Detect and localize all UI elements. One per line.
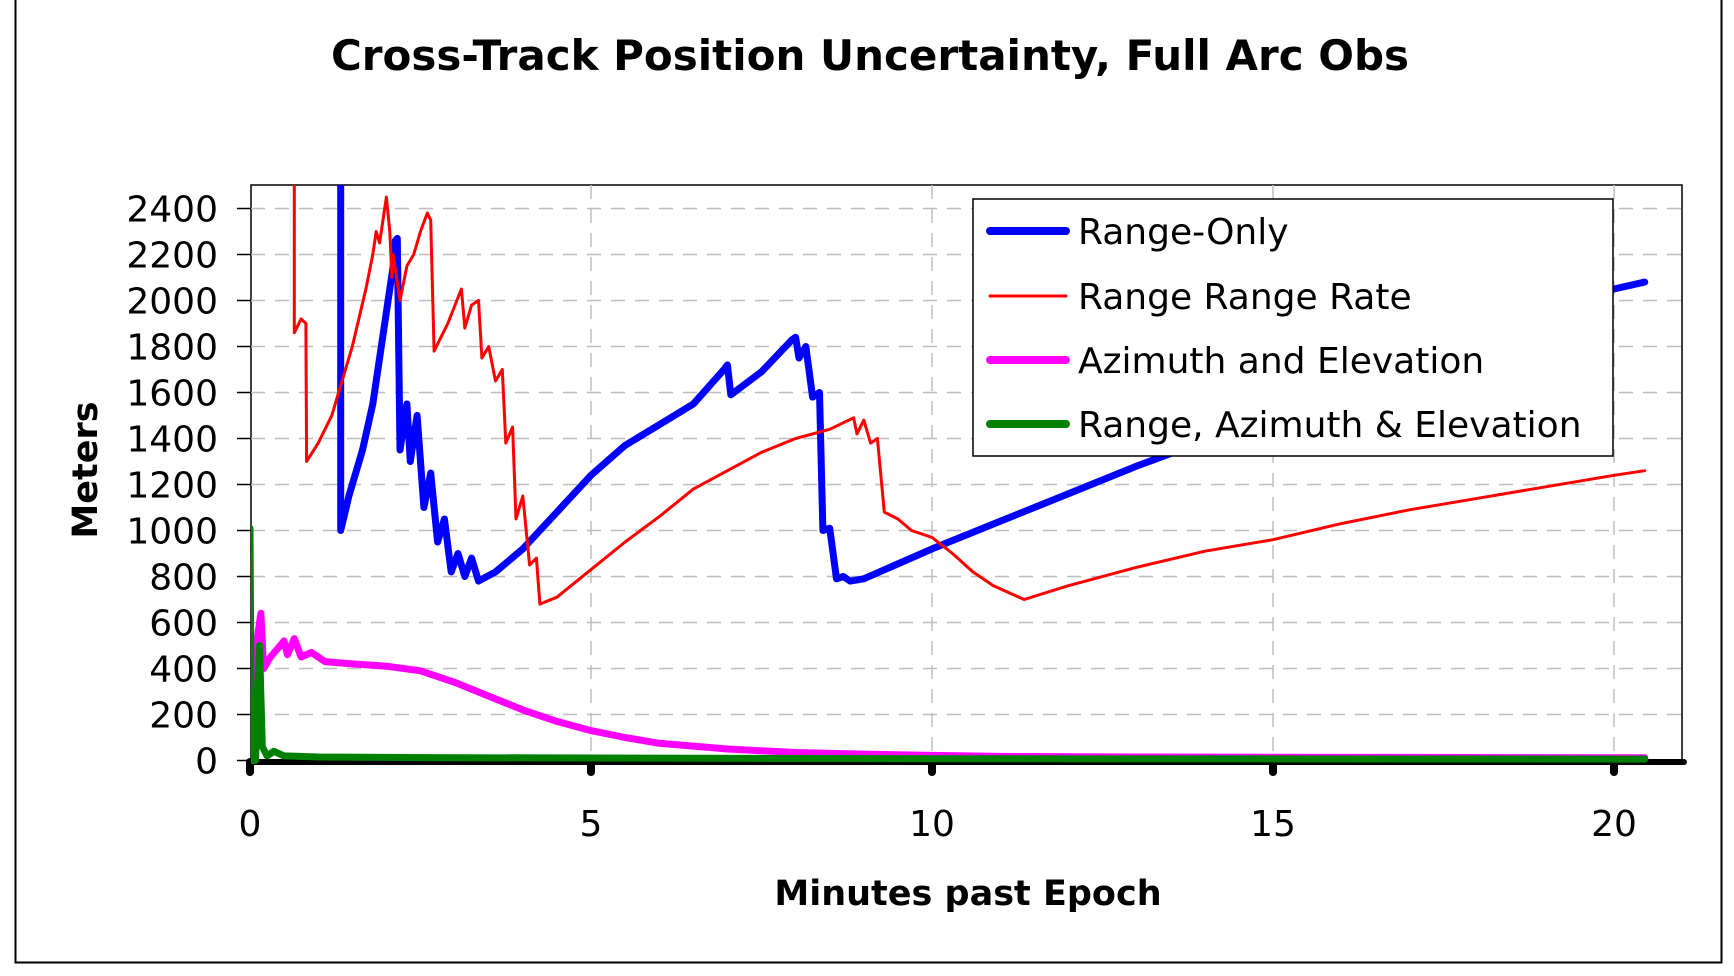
legend-label: Range-Only bbox=[1078, 212, 1289, 253]
y-tick-label: 1000 bbox=[126, 512, 218, 553]
y-axis: 0 200 400 600 800 1000 1200 1400 1600 1800 2000 220… bbox=[126, 190, 251, 783]
series-line-range-azimuth-elevation bbox=[251, 524, 1649, 764]
y-tick-label: 400 bbox=[149, 650, 218, 691]
y-tick-label: 800 bbox=[149, 558, 218, 599]
y-tick-label: 2200 bbox=[126, 236, 218, 277]
series-line-range-range-rate bbox=[292, 185, 1647, 606]
y-axis-title: Meters bbox=[66, 401, 106, 538]
x-axis: 0 5 10 15 20 bbox=[239, 758, 1687, 845]
y-tick-label: 1200 bbox=[126, 466, 218, 507]
y-tick-label: 0 bbox=[195, 742, 218, 783]
x-tick-label: 10 bbox=[909, 804, 955, 845]
legend-label: Range Range Rate bbox=[1078, 277, 1412, 318]
x-tick-label: 20 bbox=[1591, 804, 1637, 845]
legend-box bbox=[972, 198, 1614, 457]
x-tick-label: 0 bbox=[239, 804, 262, 845]
chart-frame bbox=[14, 0, 1723, 964]
x-axis-title: Minutes past Epoch bbox=[774, 874, 1161, 914]
y-tick-label: 1400 bbox=[126, 420, 218, 461]
y-tick-label: 600 bbox=[149, 604, 218, 645]
legend-label: Azimuth and Elevation bbox=[1078, 341, 1484, 382]
y-tick-label: 200 bbox=[149, 696, 218, 737]
chart-title: Cross-Track Position Uncertainty, Full A… bbox=[331, 31, 1409, 80]
series-line-range-only bbox=[337, 185, 1649, 585]
legend-label: Range, Azimuth & Elevation bbox=[1078, 405, 1582, 446]
plot-series bbox=[251, 185, 1649, 764]
x-tick-label: 15 bbox=[1250, 804, 1296, 845]
series-line-azimuth-and-elevation bbox=[251, 609, 1649, 764]
y-tick-label: 2000 bbox=[126, 282, 218, 323]
legend: Range-Only Range Range Rate Azimuth and El… bbox=[972, 198, 1614, 457]
y-tick-label: 1800 bbox=[126, 328, 218, 369]
x-tick-label: 5 bbox=[580, 804, 603, 845]
y-tick-label: 1600 bbox=[126, 374, 218, 415]
y-tick-label: 2400 bbox=[126, 190, 218, 231]
